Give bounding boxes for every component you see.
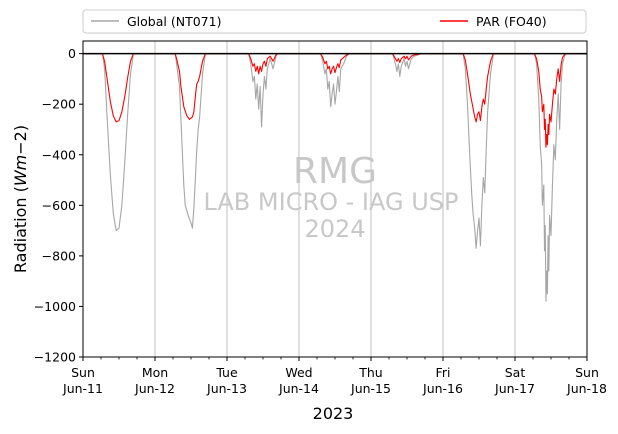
x-tick-label-weekday: Mon xyxy=(142,365,168,380)
series-layer xyxy=(83,53,587,302)
x-tick-label-date: Jun-11 xyxy=(62,381,103,396)
watermark-line2: LAB MICRO - IAG USP xyxy=(203,188,458,216)
y-tick-label: −1200 xyxy=(34,350,76,365)
legend-frame xyxy=(82,9,587,34)
series-line-par xyxy=(83,53,587,148)
legend: Global (NT071) PAR (FO40) xyxy=(82,9,587,34)
x-axis-title: 2023 xyxy=(313,404,354,423)
watermark: RMG LAB MICRO - IAG USP 2024 xyxy=(203,151,458,243)
x-tick-label-weekday: Sat xyxy=(505,365,526,380)
x-tick-label-date: Jun-14 xyxy=(278,381,319,396)
y-tick-label: −1000 xyxy=(34,299,76,314)
y-tick-label: −400 xyxy=(42,147,76,162)
x-tick-label-weekday: Fri xyxy=(436,365,451,380)
x-tick-label-date: Jun-17 xyxy=(494,381,535,396)
y-axis-title: Radiation (Wm−2) xyxy=(11,125,30,273)
x-tick-label-date: Jun-13 xyxy=(206,381,247,396)
x-tick-label-date: Jun-16 xyxy=(422,381,463,396)
y-tick-label: −200 xyxy=(42,97,76,112)
x-tick-label-weekday: Sun xyxy=(71,365,95,380)
x-gridlines xyxy=(154,41,516,357)
x-tick-label-date: Jun-18 xyxy=(566,381,607,396)
x-tick-label-date: Jun-15 xyxy=(350,381,391,396)
x-tick-label-weekday: Sun xyxy=(575,365,599,380)
x-tick-label-weekday: Wed xyxy=(285,365,312,380)
y-tick-label: 0 xyxy=(68,46,76,61)
legend-label-global: Global (NT071) xyxy=(127,14,221,29)
series-line-global xyxy=(83,53,587,302)
plot-area: RMG LAB MICRO - IAG USP 2024 xyxy=(82,40,588,358)
x-tick-label-weekday: Tue xyxy=(215,365,238,380)
watermark-line3: 2024 xyxy=(304,215,365,243)
y-axis: 0 −200 −400 −600 −800 −1000 −1200 xyxy=(34,46,83,365)
y-tick-label: −600 xyxy=(42,198,76,213)
legend-label-par: PAR (FO40) xyxy=(476,14,547,29)
x-tick-label-weekday: Thu xyxy=(358,365,382,380)
y-tick-label: −800 xyxy=(42,248,76,263)
watermark-line1: RMG xyxy=(293,151,377,192)
x-axis: SunJun-11MonJun-12TueJun-13WedJun-14ThuJ… xyxy=(62,357,607,396)
x-tick-label-date: Jun-12 xyxy=(134,381,175,396)
